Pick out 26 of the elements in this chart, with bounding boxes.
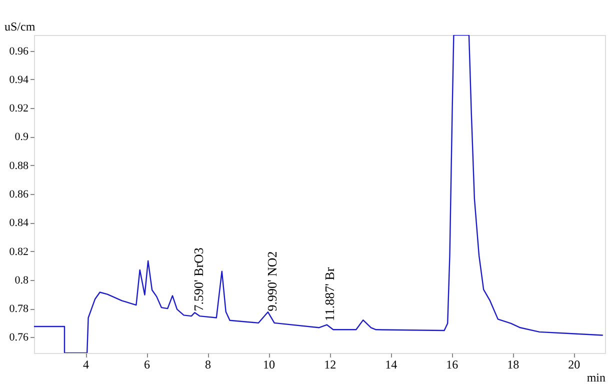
y-axis-title: uS/cm — [4, 20, 36, 34]
x-tick-label: 4 — [83, 358, 90, 372]
x-tick-label: 16 — [446, 358, 458, 372]
x-axis-title: min — [586, 370, 606, 384]
y-tick-label: 0.8 — [14, 274, 29, 286]
x-tick-label: 12 — [324, 358, 336, 372]
x-tick-label: 18 — [507, 358, 520, 372]
y-tick-label: 0.84 — [9, 217, 29, 230]
x-tick-label: 6 — [144, 358, 150, 372]
y-tick-label: 0.94 — [9, 74, 29, 86]
y-tick-label: 0.78 — [9, 303, 29, 316]
annotation: 11.887' Br — [322, 266, 338, 322]
y-tick-label: 0.76 — [9, 332, 29, 344]
y-tick-label: 0.92 — [9, 102, 28, 115]
y-tick-label: 0.9 — [14, 131, 29, 144]
annotation: 7.590' BrO3 — [191, 248, 206, 312]
y-tick-label: 0.82 — [9, 246, 28, 258]
x-tick-label: 14 — [385, 358, 398, 372]
line-series — [34, 35, 604, 353]
x-tick-label: 10 — [263, 358, 276, 372]
y-tick-label: 0.86 — [9, 188, 29, 200]
y-tick-label: 0.88 — [9, 160, 29, 172]
annotation: 9.990' NO2 — [264, 251, 280, 312]
x-tick-label: 20 — [568, 358, 580, 372]
y-tick-label: 0.96 — [9, 45, 29, 58]
x-tick-label: 8 — [205, 358, 212, 372]
